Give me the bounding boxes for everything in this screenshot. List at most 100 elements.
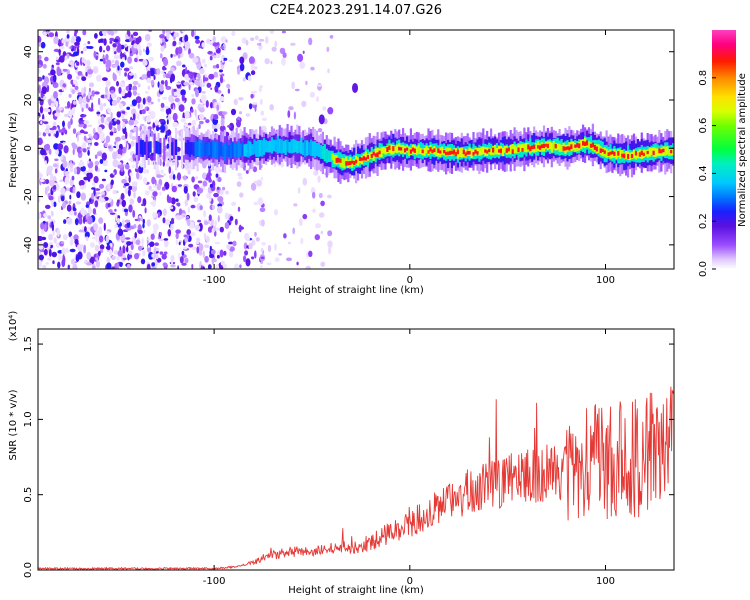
noise-speckle (102, 30, 107, 37)
noise-speckle (198, 114, 205, 121)
noise-speckle (63, 219, 67, 224)
noise-speckle (73, 234, 79, 241)
ridge-cell (349, 161, 352, 165)
noise-speckle (88, 168, 94, 174)
noise-speckle (210, 218, 214, 226)
noise-speckle (52, 230, 55, 236)
noise-speckle (195, 39, 201, 44)
noise-speckle (205, 236, 210, 243)
noise-speckle (203, 232, 207, 240)
ridge-cell (204, 141, 207, 156)
ridge-cell (634, 151, 638, 156)
noise-speckle (162, 67, 167, 71)
ridge-cell (300, 138, 303, 154)
ridge-cell (171, 142, 174, 155)
noise-speckle (83, 135, 87, 142)
ridge-cell (223, 143, 227, 161)
ridge-cell (184, 142, 187, 154)
noise-speckle (105, 235, 110, 244)
ridge-cell (480, 147, 483, 156)
noise-speckle (85, 71, 88, 77)
noise-speckle (251, 256, 255, 260)
noise-speckle (149, 68, 155, 77)
noise-speckle (40, 222, 45, 230)
ridge-cell (398, 146, 401, 151)
noise-speckle (145, 115, 151, 123)
noise-speckle (213, 192, 219, 198)
noise-speckle (244, 250, 249, 256)
noise-speckle (309, 91, 315, 98)
noise-speckle (122, 257, 127, 261)
noise-speckle (38, 137, 43, 146)
noise-speckle (146, 169, 149, 174)
noise-speckle (115, 141, 119, 150)
noise-speckle (178, 41, 182, 45)
noise-speckle (166, 32, 170, 40)
noise-speckle (136, 113, 140, 120)
noise-speckle (134, 218, 139, 222)
noise-speckle (290, 42, 296, 46)
noise-speckle (116, 255, 120, 261)
noise-speckle (298, 218, 303, 226)
noise-speckle (125, 131, 128, 140)
noise-speckle (48, 195, 54, 201)
ridge-cell (611, 150, 614, 155)
ridge-cell (456, 149, 459, 155)
ridge-cell (194, 140, 197, 158)
noise-speckle (159, 83, 164, 92)
noise-speckle (38, 35, 42, 44)
ridge-cell (443, 150, 446, 154)
noise-speckle (157, 81, 160, 88)
noise-speckle (46, 31, 50, 34)
ridge-cell (149, 141, 152, 153)
noise-speckle (42, 132, 47, 137)
noise-speckle (99, 58, 104, 62)
noise-speckle (59, 92, 62, 96)
noise-speckle (203, 220, 209, 226)
noise-speckle (106, 45, 111, 52)
noise-speckle (103, 103, 107, 107)
spectrogram-cells (38, 30, 674, 269)
noise-speckle (69, 248, 76, 253)
noise-speckle (40, 120, 43, 125)
noise-speckle (104, 169, 108, 173)
noise-speckle (305, 80, 308, 86)
noise-speckle (174, 97, 180, 103)
noise-speckle (260, 176, 264, 181)
noise-speckle (38, 242, 44, 250)
ridge-cell (494, 144, 497, 155)
figure-title: C2E4.2023.291.14.07.G26 (270, 3, 442, 18)
noise-speckle (184, 73, 189, 81)
ridge-cell (415, 146, 418, 155)
ridge-cell (458, 147, 461, 157)
noise-speckle (229, 216, 234, 221)
ridge-cell (302, 142, 305, 156)
noise-speckle (111, 59, 115, 63)
noise-speckle (102, 132, 105, 140)
noise-speckle (87, 41, 91, 45)
noise-speckle (132, 210, 136, 218)
noise-speckle (117, 263, 120, 269)
ridge-cell (382, 147, 385, 154)
noise-speckle (141, 109, 146, 115)
noise-speckle (55, 242, 60, 248)
noise-speckle (299, 61, 306, 69)
ridge-cell (241, 141, 244, 156)
noise-speckle (231, 30, 236, 36)
ridge-cell (492, 147, 495, 153)
noise-speckle (75, 254, 80, 262)
noise-speckle (109, 40, 113, 44)
noise-speckle (213, 258, 217, 263)
noise-speckle (215, 173, 219, 178)
ridge-cell (190, 142, 193, 155)
ridge-cell (265, 140, 268, 153)
noise-speckle (107, 107, 112, 114)
noise-speckle (93, 188, 96, 197)
ridge-cell (449, 150, 452, 155)
noise-speckle (159, 37, 163, 44)
noise-speckle (83, 184, 86, 189)
noise-speckle (214, 165, 221, 174)
noise-speckle (109, 131, 114, 136)
noise-speckle (183, 122, 189, 128)
